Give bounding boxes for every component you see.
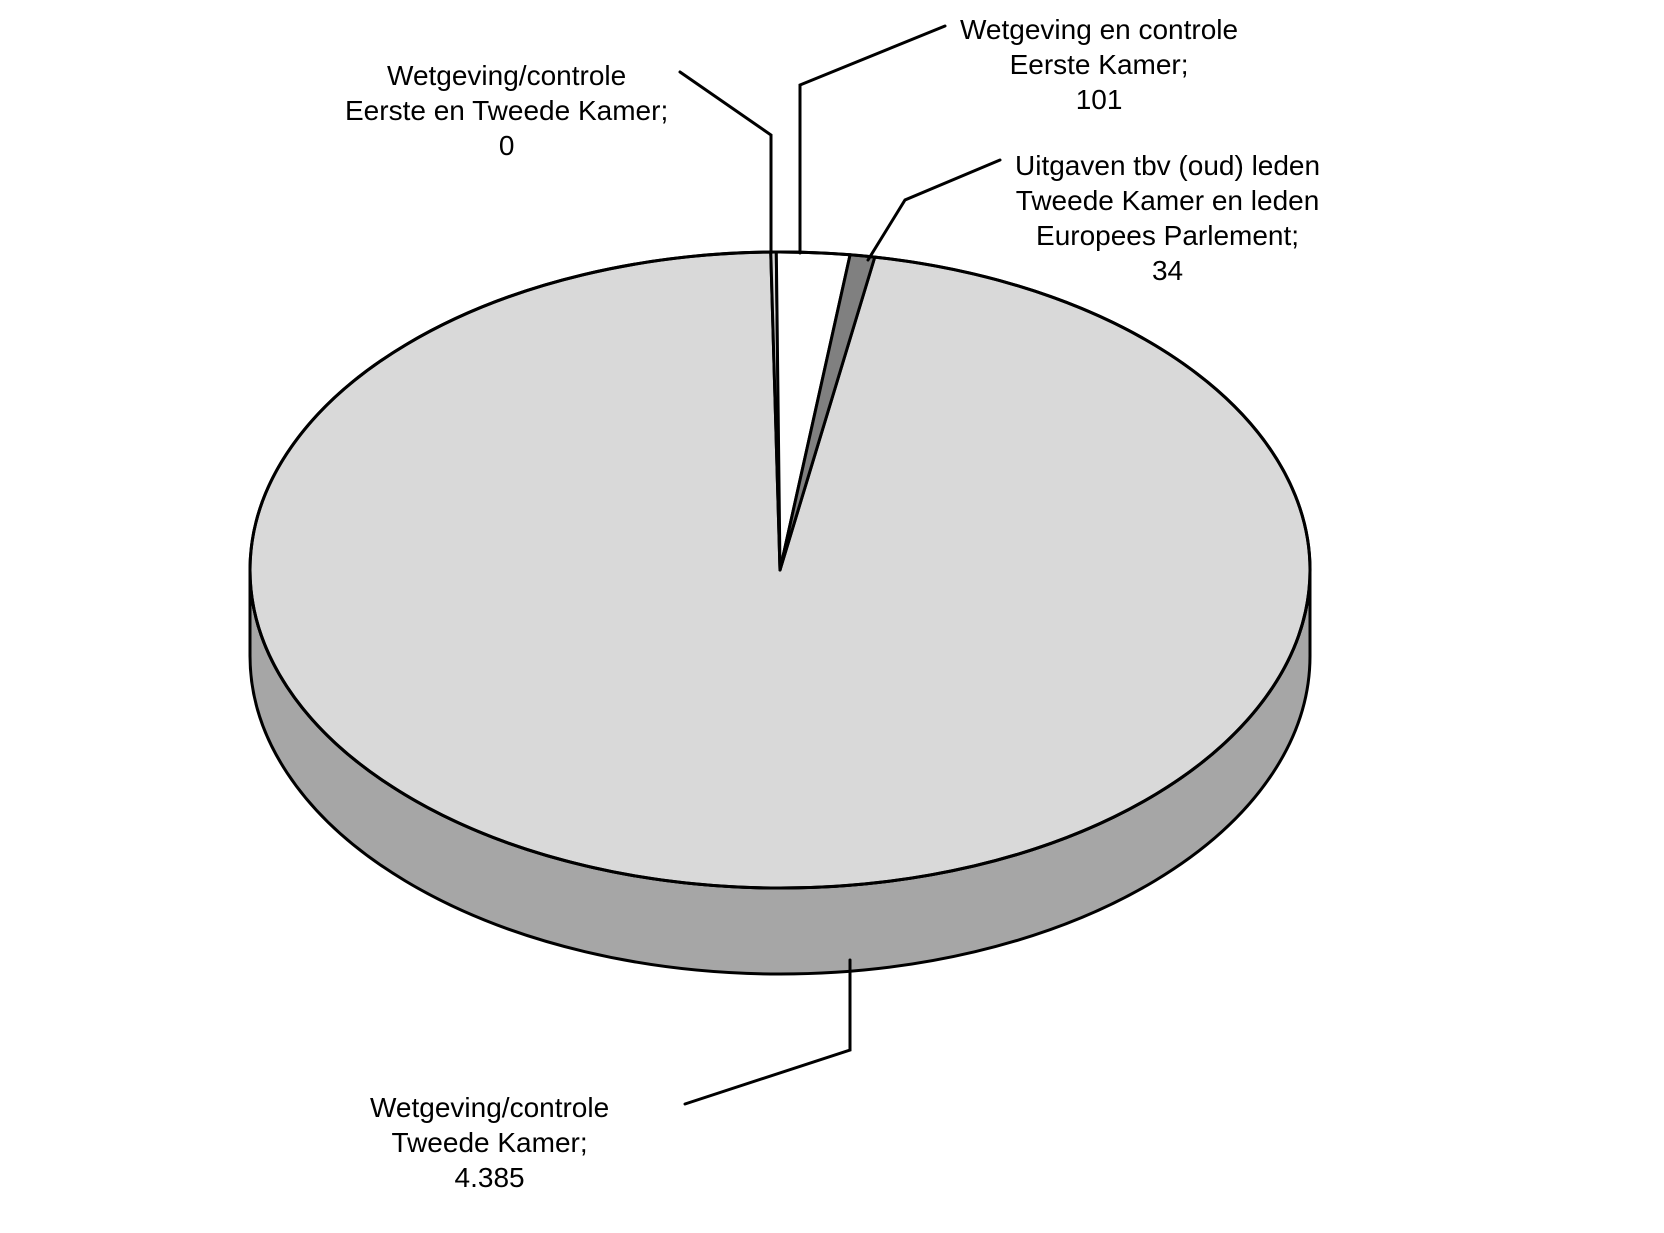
leader-line <box>868 160 1000 260</box>
leader-line <box>680 72 771 253</box>
leader-line <box>800 26 945 253</box>
slice-label: Uitgaven tbv (oud) leden Tweede Kamer en… <box>1015 148 1320 288</box>
slice-label: Wetgeving en controle Eerste Kamer; 101 <box>960 12 1238 117</box>
slice-label: Wetgeving/controle Tweede Kamer; 4.385 <box>370 1090 609 1195</box>
leader-line <box>685 960 850 1104</box>
pie-chart <box>0 0 1664 1233</box>
slice-label: Wetgeving/controle Eerste en Tweede Kame… <box>345 58 668 163</box>
